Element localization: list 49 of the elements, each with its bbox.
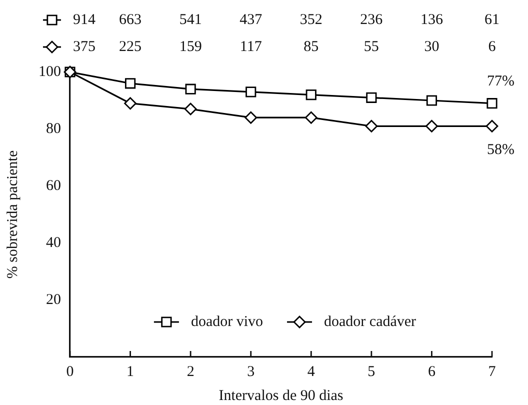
point [426,120,438,132]
x-tick-label: 7 [488,364,496,380]
y-tick-label: 60 [46,178,61,194]
point [486,98,498,109]
point [486,120,498,132]
text: 541 [179,12,202,28]
x-tick-label: 6 [428,364,436,380]
y-tick-label: 20 [46,292,61,308]
text: 159 [179,38,202,55]
point [306,90,316,100]
x-tick-label: 3 [247,364,255,380]
text: 136 [420,12,444,28]
annotation: 58% [487,142,514,158]
x-tick-label: 5 [368,364,376,380]
x-tick-label: 0 [66,364,74,380]
point [124,78,136,89]
y-axis-title: % sobrevida paciente [4,150,21,279]
x-tick-label: 4 [307,364,316,380]
text: 6 [488,38,496,55]
legend-label: doador vivo [190,314,264,330]
legend-label: doador cadáver [324,314,416,330]
text: 61 [484,12,500,28]
text: 225 [119,38,142,55]
x-tick-label: 1 [126,364,134,380]
text: 663 [119,12,142,28]
point [366,92,377,103]
y-tick-label: 100 [38,64,61,80]
point [184,102,197,116]
point [244,111,258,124]
text: 375 [73,38,96,55]
text: 352 [300,12,322,28]
point [185,84,196,94]
point [246,86,256,98]
text: 55 [364,38,379,55]
point [304,111,318,124]
x-axis-title: Intervalos de 90 dias [218,388,344,404]
text: 85 [304,38,319,55]
text: 914 [73,12,96,28]
text: 437 [240,12,263,28]
point [365,120,378,132]
text: 30 [424,38,440,55]
point [426,95,438,106]
text: 117 [240,38,262,55]
x-tick-label: 2 [186,364,194,380]
y-tick-label: 40 [46,234,61,251]
annotation: 77% [487,73,514,90]
point [124,97,136,110]
text: 236 [360,12,384,28]
y-tick-label: 80 [46,120,61,137]
